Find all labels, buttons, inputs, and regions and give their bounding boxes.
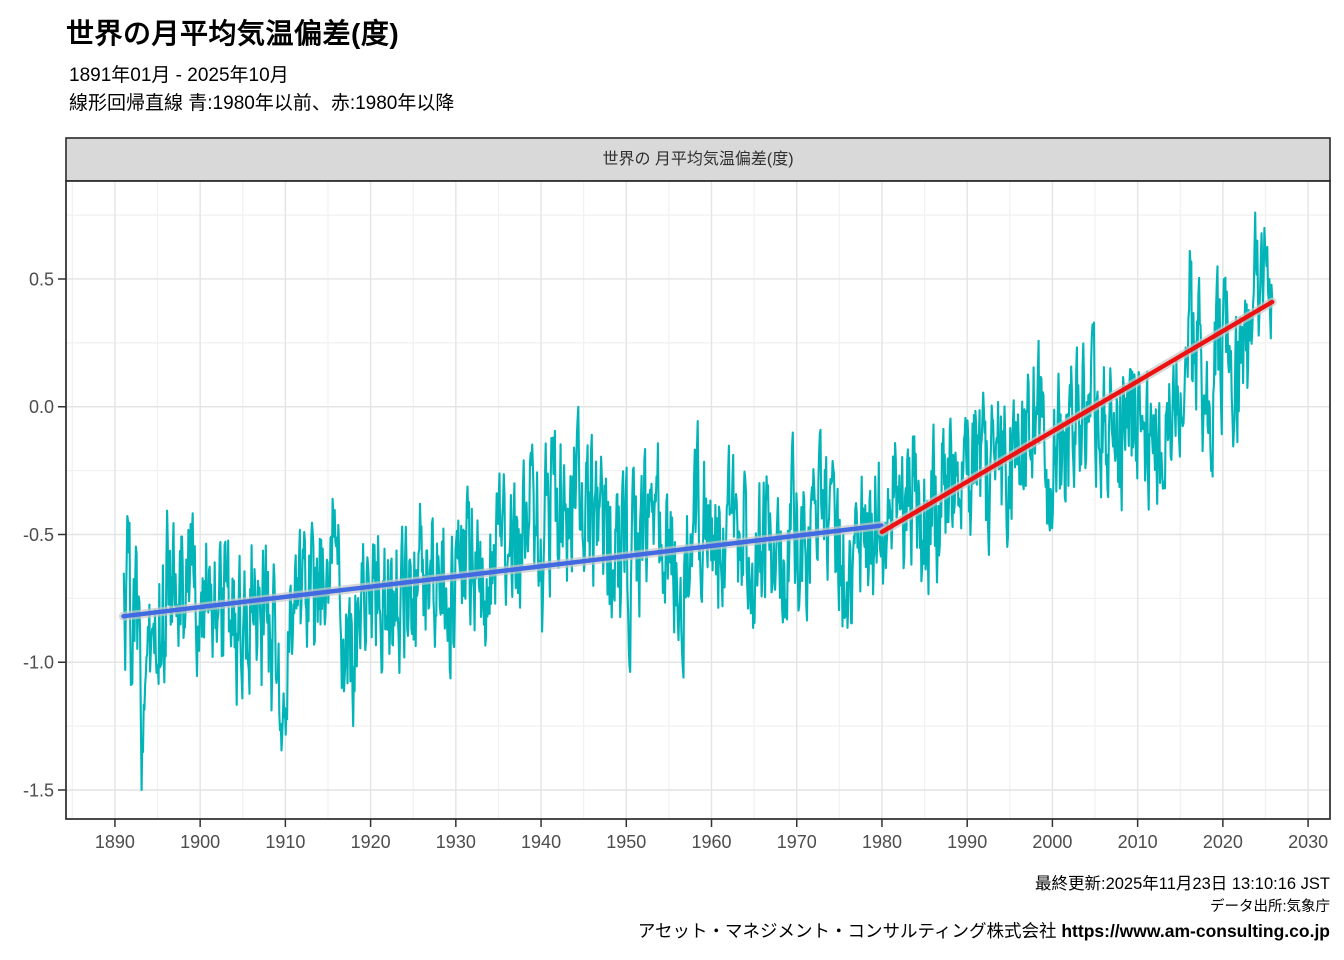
panel-strip-title: 世界の 月平均気温偏差(度) bbox=[602, 151, 794, 168]
footer-last-updated: 最終更新:2025年11月23日 13:10:16 JST bbox=[1034, 875, 1330, 893]
x-tick-label: 2010 bbox=[1118, 832, 1158, 852]
y-tick-label: -0.5 bbox=[23, 525, 54, 545]
y-tick-label: 0.0 bbox=[29, 397, 54, 417]
x-tick-label: 1910 bbox=[265, 832, 305, 852]
footer-company-line: アセット・マネジメント・コンサルティング株式会社 https://www.am-… bbox=[638, 918, 1330, 943]
x-tick-label: 1890 bbox=[95, 832, 135, 852]
temperature-series-line bbox=[122, 211, 1274, 792]
subtitle-period: 1891年01月 - 2025年10月 bbox=[69, 65, 289, 86]
page-title: 世界の月平均気温偏差(度) bbox=[66, 18, 400, 49]
x-tick-label: 2000 bbox=[1032, 832, 1072, 852]
x-tick-label: 1960 bbox=[691, 832, 731, 852]
x-tick-label: 1900 bbox=[180, 832, 220, 852]
x-tick-label: 2030 bbox=[1288, 832, 1328, 852]
footer-company-url: https://www.am-consulting.co.jp bbox=[1061, 921, 1330, 941]
regression-line-post1980 bbox=[879, 299, 1275, 535]
x-tick-label: 2020 bbox=[1203, 832, 1243, 852]
panel-strip bbox=[65, 137, 1331, 182]
x-tick-label: 1940 bbox=[521, 832, 561, 852]
y-tick-label: 0.5 bbox=[29, 269, 54, 289]
regression-line-pre1980 bbox=[121, 523, 884, 619]
x-tick-label: 1970 bbox=[777, 832, 817, 852]
y-tick-label: -1.0 bbox=[23, 653, 54, 673]
x-tick-label: 1930 bbox=[436, 832, 476, 852]
subtitle-legend: 線形回帰直線 青:1980年以前、赤:1980年以降 bbox=[69, 93, 455, 114]
footer-data-source: データ出所:気象庁 bbox=[1209, 899, 1330, 915]
x-tick-label: 1990 bbox=[947, 832, 987, 852]
x-tick-label: 1950 bbox=[606, 832, 646, 852]
plot-panel-border bbox=[65, 180, 1331, 820]
y-tick-label: -1.5 bbox=[23, 781, 54, 801]
footer-company-name: アセット・マネジメント・コンサルティング株式会社 bbox=[637, 921, 1057, 941]
x-tick-label: 1920 bbox=[351, 832, 391, 852]
x-tick-label: 1980 bbox=[862, 832, 902, 852]
